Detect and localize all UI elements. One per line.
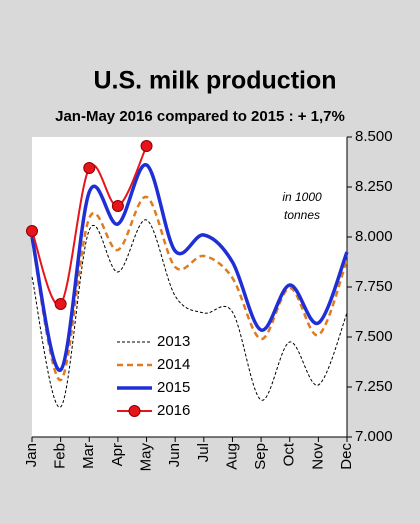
x-tick-label: Dec (338, 443, 355, 470)
legend-label: 2015 (157, 379, 190, 396)
legend-marker (128, 405, 141, 417)
series-line (31, 219, 348, 408)
legend-label: 2014 (157, 356, 190, 373)
x-tick-label: May (138, 443, 155, 472)
legend-label: 2013 (157, 333, 190, 350)
x-tick-label: Nov (309, 443, 326, 470)
x-tick-label: Apr (109, 443, 126, 466)
x-tick-label: Sep (252, 443, 269, 470)
y-tick-label: 7.750 (355, 278, 393, 295)
y-tick-label: 7.500 (355, 328, 393, 345)
series-line (30, 163, 349, 372)
point (111, 200, 124, 212)
annotation: tonnes (284, 208, 320, 222)
x-tick-label: Feb (52, 443, 69, 469)
y-tick-label: 8.000 (355, 228, 393, 245)
y-tick-label: 7.000 (355, 428, 393, 445)
x-tick-label: Mar (80, 443, 97, 469)
point (54, 298, 67, 310)
x-tick-label: Jun (166, 443, 183, 467)
chart-title: U.S. milk production (93, 67, 336, 95)
annotation: in 1000 (282, 190, 322, 204)
series-line (30, 195, 349, 382)
point (83, 162, 96, 174)
x-tick-label: Oct (281, 442, 298, 466)
legend-label: 2016 (157, 402, 190, 419)
point (26, 225, 38, 237)
y-tick-label: 8.250 (355, 178, 393, 195)
legend (112, 330, 198, 422)
x-tick-label: Aug (223, 443, 240, 470)
x-tick-label: Jul (195, 443, 212, 462)
y-tick-label: 8.500 (355, 128, 393, 145)
series-line (31, 145, 148, 306)
x-tick-label: Jan (23, 443, 40, 467)
y-tick-label: 7.250 (355, 378, 393, 395)
chart-subtitle: Jan-May 2016 compared to 2015 : + 1,7% (55, 108, 345, 125)
point (140, 140, 153, 152)
